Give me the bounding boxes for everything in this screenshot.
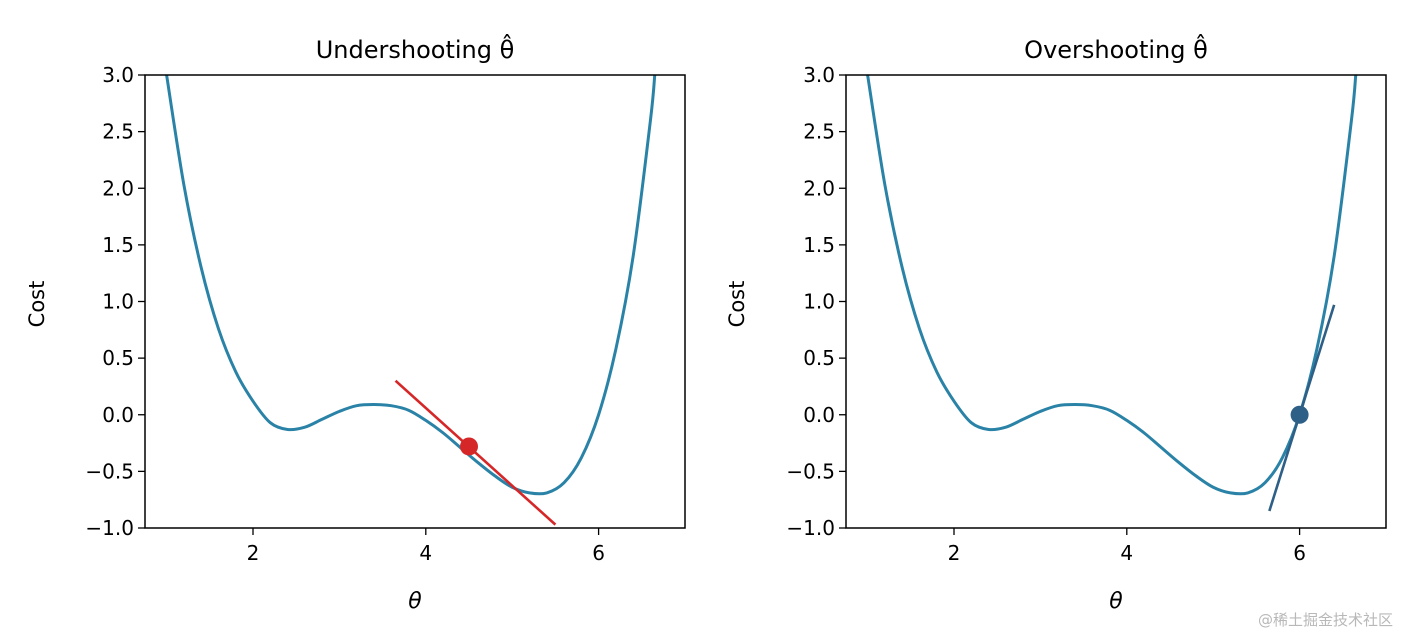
y-tick-label: −1.0 <box>85 516 134 540</box>
left-xlabel: θ <box>408 589 422 614</box>
y-tick-label: 2.0 <box>803 176 835 200</box>
right-xlabel: θ <box>1109 589 1123 614</box>
y-tick-label: 2.5 <box>102 120 134 144</box>
x-tick-label: 2 <box>948 541 961 565</box>
y-tick-label: 0.0 <box>102 403 134 427</box>
y-tick-label: 3.0 <box>102 63 134 87</box>
left-x-ticks: 2 4 6 <box>247 528 605 565</box>
cost-curve <box>866 75 1358 496</box>
current-theta-point <box>460 437 478 456</box>
y-tick-label: 1.5 <box>803 233 835 257</box>
y-tick-label: −0.5 <box>85 459 134 483</box>
right-x-ticks: 2 4 6 <box>948 528 1306 565</box>
x-tick-label: 4 <box>419 541 432 565</box>
watermark-text: @稀土掘金技术社区 <box>1257 611 1393 629</box>
left-panel: Undershooting θ̂ Cost θ −1.0 −0.5 0.0 0.5 1.… <box>25 34 686 614</box>
left-title: Undershooting θ̂ <box>316 34 515 64</box>
left-y-ticks: −1.0 −0.5 0.0 0.5 1.0 1.5 2.0 2.5 3.0 <box>85 63 145 540</box>
right-y-ticks: −1.0 −0.5 0.0 0.5 1.0 1.5 2.0 2.5 3.0 <box>786 63 846 540</box>
right-axes-frame <box>845 74 1387 529</box>
y-tick-label: 0.5 <box>803 346 835 370</box>
x-tick-label: 4 <box>1120 541 1133 565</box>
y-tick-label: 2.0 <box>102 176 134 200</box>
left-ylabel: Cost <box>25 281 49 328</box>
y-tick-label: 1.0 <box>102 290 134 314</box>
y-tick-label: 1.0 <box>803 290 835 314</box>
y-tick-label: −0.5 <box>786 459 835 483</box>
right-title: Overshooting θ̂ <box>1024 34 1208 64</box>
right-panel: Overshooting θ̂ Cost θ −1.0 −0.5 0.0 0.5 1.0… <box>725 34 1387 614</box>
y-tick-label: 3.0 <box>803 63 835 87</box>
current-theta-point <box>1290 405 1309 424</box>
x-tick-label: 6 <box>592 541 605 565</box>
y-tick-label: 2.5 <box>803 120 835 144</box>
y-tick-label: 0.5 <box>102 346 134 370</box>
right-ylabel: Cost <box>725 281 749 328</box>
y-tick-label: 0.0 <box>803 403 835 427</box>
right-plot-area <box>866 75 1358 512</box>
x-tick-label: 2 <box>247 541 260 565</box>
cost-curve <box>165 75 657 496</box>
y-tick-label: −1.0 <box>786 516 835 540</box>
left-plot-area <box>165 75 657 526</box>
x-tick-label: 6 <box>1293 541 1306 565</box>
y-tick-label: 1.5 <box>102 233 134 257</box>
left-axes-frame <box>144 74 686 529</box>
